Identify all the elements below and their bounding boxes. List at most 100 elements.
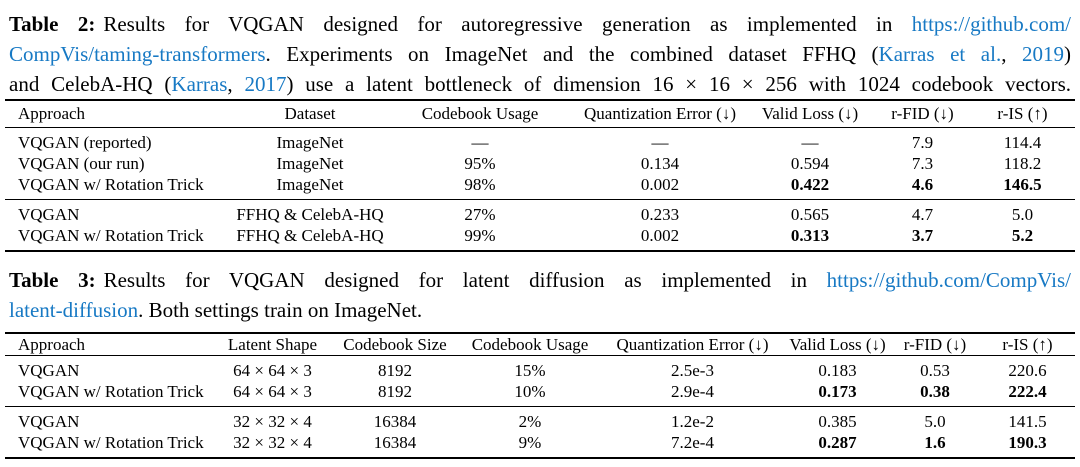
caption-text: Results for VQGAN designed for latent di…: [103, 268, 827, 292]
table-cell: 3.7: [911, 226, 934, 245]
table-cell: 0.002: [640, 175, 680, 194]
table2-caption: Table 2: Results for VQGAN designed for a…: [5, 0, 1075, 99]
table-cell: 9%: [518, 433, 542, 452]
table-cell: ImageNet: [276, 175, 344, 194]
table-cell: VQGAN: [18, 361, 80, 380]
table-cell: 118.2: [1003, 154, 1042, 173]
table-row: VQGAN FFHQ & CelebA-HQ 27% 0.233 0.565 4.7 5.0: [5, 200, 1075, 226]
table-cell: 98%: [464, 175, 496, 194]
table-cell: 146.5: [1003, 175, 1042, 194]
table-cell: 0.53: [920, 361, 950, 380]
table-3-vqgan-latent-diffusion: Approach Latent Shape Codebook Size Codeboo…: [5, 332, 1075, 459]
column-header: r-FID (↓): [903, 334, 967, 354]
table-cell: 4.7: [911, 205, 934, 224]
table-cell: 1.6: [924, 433, 946, 452]
table-cell: 2.9e-4: [671, 382, 714, 401]
table-cell: 141.5: [1008, 412, 1047, 431]
table-cell: 0.38: [920, 382, 950, 401]
table-cell: VQGAN w/ Rotation Trick: [18, 226, 204, 245]
table-row: VQGAN w/ Rotation Trick 64 × 64 × 3 8192 10…: [5, 381, 1075, 407]
table-cell: ImageNet: [276, 133, 344, 152]
hyperlink[interactable]: latent-diffusion: [9, 298, 139, 322]
table-cell: 16384: [373, 433, 417, 452]
table-cell: 16384: [373, 412, 417, 431]
table-cell: 64 × 64 × 3: [233, 361, 312, 380]
column-header: r-IS (↑): [997, 104, 1048, 123]
table-cell: 95%: [464, 154, 496, 173]
column-header: Quantization Error (↓): [584, 104, 736, 123]
table3-caption: Table 3: Results for VQGAN designed for l…: [5, 265, 1075, 325]
table-row: VQGAN w/ Rotation Trick ImageNet 98% 0.002 0…: [5, 174, 1075, 200]
table-cell: 10%: [514, 382, 546, 401]
table-cell: 4.6: [911, 175, 934, 194]
column-header: Approach: [18, 334, 86, 354]
table-cell: 32 × 32 × 4: [233, 433, 312, 452]
table-cell: 5.2: [1011, 226, 1034, 245]
caption-text: ): [1064, 42, 1072, 66]
column-header: r-IS (↑): [1002, 334, 1053, 354]
table-cell: 0.594: [790, 154, 830, 173]
caption-text: Results for VQGAN designed for autoregre…: [103, 12, 912, 36]
table2-container: Approach Dataset Codebook Usage Quantizatio…: [5, 99, 1075, 252]
column-header: Latent Shape: [227, 334, 318, 354]
column-header: Quantization Error (↓): [616, 334, 769, 354]
caption-line: latent-diffusion. Both settings train on…: [9, 295, 1071, 325]
column-header: Codebook Size: [343, 334, 447, 354]
table-cell: 8192: [378, 361, 412, 380]
table-cell: 64 × 64 × 3: [233, 382, 312, 401]
caption-text: ,: [1001, 42, 1023, 66]
caption-line: Table 3: Results for VQGAN designed for l…: [9, 265, 1071, 295]
table-cell: 0.002: [640, 226, 680, 245]
table-row: VQGAN w/ Rotation Trick 32 × 32 × 4 16384 9…: [5, 432, 1075, 458]
column-header: Approach: [18, 104, 86, 123]
table-cell: VQGAN w/ Rotation Trick: [18, 382, 204, 401]
hyperlink[interactable]: Karras: [171, 72, 228, 96]
table-cell: 0.385: [818, 412, 857, 431]
column-header: Valid Loss (↓): [761, 104, 859, 123]
table-2-vqgan-autoregressive: Approach Dataset Codebook Usage Quantizatio…: [5, 99, 1075, 252]
row-group: VQGAN (reported) ImageNet — — —7.9 114.4 VQGAN…: [5, 128, 1075, 200]
caption-text: and CelebA-HQ (: [9, 72, 172, 96]
table-cell: VQGAN w/ Rotation Trick: [18, 433, 204, 452]
table-cell: 2.5e-3: [671, 361, 714, 380]
table-cell: 1.2e-2: [671, 412, 714, 431]
table-cell: VQGAN: [18, 412, 80, 431]
header-row: Approach Dataset Codebook Usage Quantizatio…: [5, 100, 1075, 128]
table-cell: 0.565: [790, 205, 830, 224]
table-cell: VQGAN (our run): [18, 154, 145, 173]
table-cell: 0.422: [790, 175, 830, 194]
hyperlink[interactable]: https://github.com/: [911, 12, 1071, 36]
table-row: VQGAN 64 × 64 × 3 8192 15% 2.5e-3 0.183 0.53 22…: [5, 356, 1075, 382]
table-cell: 5.0: [924, 412, 946, 431]
table-cell: 0.134: [640, 154, 680, 173]
column-header: Codebook Usage: [471, 334, 589, 354]
table-cell: 0.287: [818, 433, 857, 452]
hyperlink[interactable]: 2017: [244, 72, 287, 96]
hyperlink[interactable]: CompVis/taming-transformers: [9, 42, 266, 66]
hyperlink[interactable]: 2019: [1022, 42, 1065, 66]
paper-page: Table 2: Results for VQGAN designed for a…: [5, 0, 1075, 459]
table-cell: 114.4: [1003, 133, 1042, 152]
column-header: Valid Loss (↓): [789, 334, 886, 354]
hyperlink[interactable]: Karras et al.: [878, 42, 1002, 66]
table-row: VQGAN (reported) ImageNet — — — 7.9 114.4: [5, 128, 1075, 154]
column-header: Dataset: [284, 104, 336, 123]
caption-line: and CelebA-HQ (Karras, 2017) use a laten…: [9, 69, 1071, 99]
hyperlink[interactable]: https://github.com/CompVis/: [826, 268, 1071, 292]
table-cell: 99%: [464, 226, 496, 245]
table-cell: 0.173: [818, 382, 857, 401]
table-cell: 5.0: [1011, 205, 1034, 224]
table-cell: —: [651, 133, 669, 152]
table-row: VQGAN w/ Rotation Trick FFHQ & CelebA-HQ 9…: [5, 225, 1075, 251]
row-group: VQGAN 64 × 64 × 3 8192 15% 2.5e-3 0.183 0.53 22…: [5, 356, 1075, 407]
caption-text: . Experiments on ImageNet and the combin…: [265, 42, 879, 66]
table-cell: 8192: [378, 382, 412, 401]
table-cell: —: [471, 133, 489, 152]
table-cell: 7.2e-4: [671, 433, 714, 452]
caption-text: ,: [227, 72, 245, 96]
table-cell: 15%: [514, 361, 546, 380]
table-cell: ImageNet: [276, 154, 344, 173]
caption-line: CompVis/taming-transformers. Experiments…: [9, 39, 1071, 69]
table-cell: —: [801, 133, 819, 152]
column-header: Codebook Usage: [421, 104, 539, 123]
